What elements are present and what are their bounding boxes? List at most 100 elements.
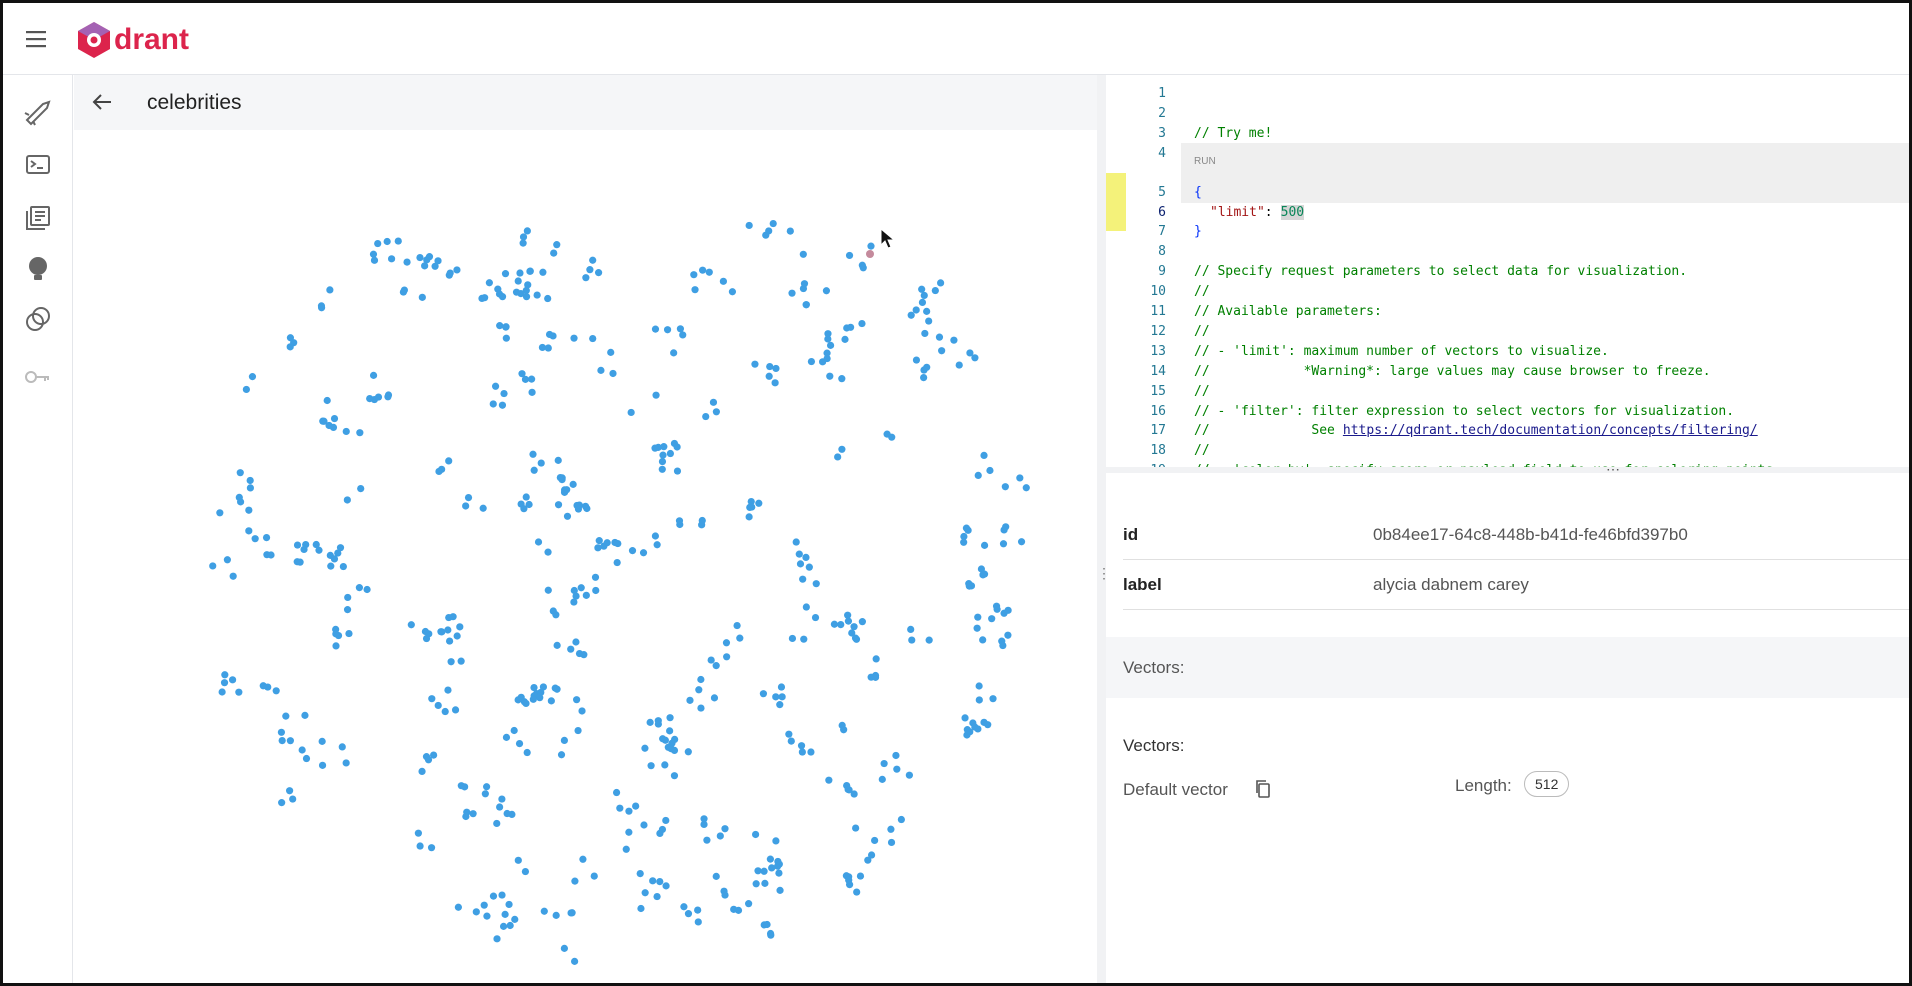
point[interactable] [694, 918, 702, 926]
point[interactable] [530, 683, 538, 692]
point[interactable] [332, 642, 340, 650]
point[interactable] [427, 844, 436, 852]
point[interactable] [218, 688, 226, 696]
point[interactable] [519, 239, 527, 247]
point[interactable] [673, 467, 682, 475]
point[interactable] [1017, 538, 1026, 546]
point[interactable] [399, 288, 408, 296]
point[interactable] [763, 920, 771, 929]
point[interactable] [639, 549, 648, 557]
point[interactable] [472, 908, 480, 916]
point[interactable] [826, 372, 834, 380]
point[interactable] [656, 878, 664, 886]
point[interactable] [326, 286, 334, 294]
point[interactable] [547, 697, 555, 705]
point[interactable] [444, 626, 452, 634]
point[interactable] [511, 915, 519, 923]
point[interactable] [864, 856, 872, 864]
point[interactable] [632, 802, 640, 810]
point[interactable] [931, 286, 939, 295]
point[interactable] [975, 682, 983, 690]
point[interactable] [830, 620, 839, 628]
point[interactable] [745, 513, 753, 521]
point[interactable] [235, 493, 243, 501]
point[interactable] [342, 427, 350, 436]
point[interactable] [684, 910, 693, 918]
point[interactable] [481, 294, 489, 302]
point[interactable] [369, 250, 378, 258]
point[interactable] [747, 497, 755, 506]
point[interactable] [777, 683, 786, 691]
quickstart-icon[interactable] [24, 100, 51, 126]
point[interactable] [501, 910, 509, 918]
point[interactable] [544, 586, 552, 594]
console-icon[interactable] [26, 155, 50, 174]
point[interactable] [822, 287, 831, 295]
point[interactable] [755, 499, 763, 507]
point[interactable] [852, 824, 860, 832]
doc-link[interactable]: https://qdrant.tech/documentation/concep… [1342, 423, 1758, 439]
point[interactable] [334, 549, 342, 557]
point[interactable] [597, 366, 605, 374]
point[interactable] [765, 227, 773, 235]
point[interactable] [878, 775, 886, 783]
point[interactable] [586, 266, 594, 274]
point[interactable] [571, 957, 579, 965]
point[interactable] [216, 509, 224, 517]
point[interactable] [512, 288, 521, 296]
point[interactable] [800, 280, 809, 288]
point[interactable] [407, 621, 415, 629]
point[interactable] [659, 451, 667, 459]
point[interactable] [721, 891, 729, 899]
point[interactable] [712, 408, 720, 416]
point[interactable] [552, 911, 560, 919]
point[interactable] [600, 542, 608, 550]
point[interactable] [301, 711, 309, 719]
point[interactable] [502, 323, 510, 331]
point[interactable] [646, 718, 654, 726]
point[interactable] [528, 375, 536, 383]
point[interactable] [446, 269, 454, 277]
point[interactable] [966, 349, 974, 357]
point[interactable] [908, 636, 916, 644]
point[interactable] [745, 900, 753, 908]
point[interactable] [853, 888, 861, 896]
point[interactable] [369, 371, 378, 379]
point[interactable] [422, 634, 431, 643]
point[interactable] [697, 704, 705, 712]
point[interactable] [563, 486, 571, 494]
point[interactable] [236, 469, 244, 477]
point[interactable] [703, 836, 711, 844]
point[interactable] [745, 221, 753, 230]
point[interactable] [963, 726, 971, 734]
point[interactable] [556, 473, 564, 482]
point[interactable] [609, 369, 617, 378]
point[interactable] [974, 613, 982, 621]
point[interactable] [1016, 474, 1024, 482]
point[interactable] [768, 864, 776, 872]
point[interactable] [489, 892, 498, 900]
point[interactable] [374, 393, 383, 401]
point[interactable] [667, 745, 675, 753]
point[interactable] [526, 267, 534, 275]
point[interactable] [317, 304, 326, 312]
point[interactable] [788, 634, 797, 643]
point[interactable] [553, 685, 561, 693]
point[interactable] [807, 748, 815, 756]
point[interactable] [485, 279, 493, 287]
point[interactable] [384, 393, 392, 401]
point[interactable] [462, 502, 470, 510]
point[interactable] [528, 388, 536, 396]
point[interactable] [524, 281, 532, 289]
point[interactable] [424, 756, 433, 764]
point[interactable] [998, 637, 1006, 645]
collections-icon[interactable] [26, 206, 50, 230]
point[interactable] [589, 334, 597, 343]
point[interactable] [286, 737, 294, 745]
point[interactable] [286, 787, 294, 795]
point[interactable] [702, 412, 710, 421]
point[interactable] [723, 653, 731, 661]
point[interactable] [453, 266, 461, 274]
point[interactable] [434, 257, 442, 265]
point[interactable] [760, 867, 768, 875]
